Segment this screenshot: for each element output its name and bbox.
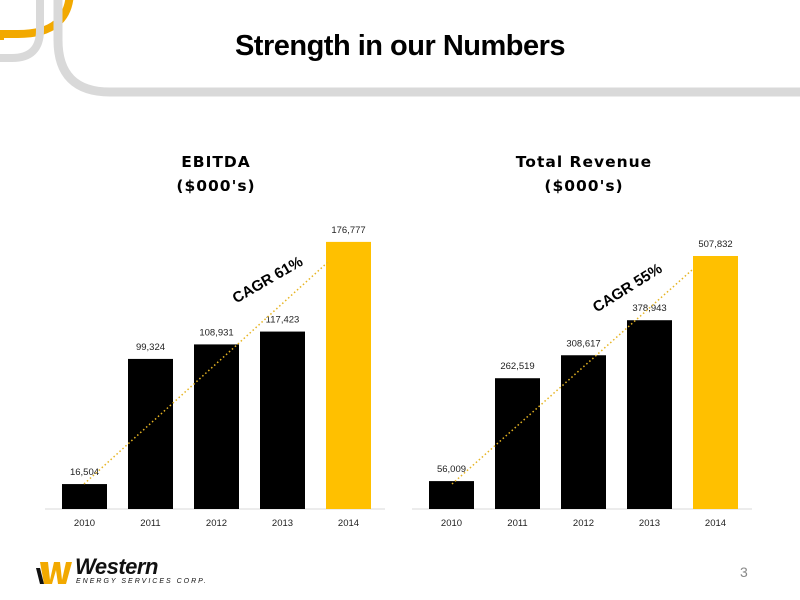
ebitda-value-label-2011: 99,324 [136,342,165,353]
revenue-x-tick-2011: 2011 [507,518,527,529]
revenue-value-label-2010: 56,009 [437,464,466,475]
ebitda-bar-2012 [194,344,239,509]
ebitda-bar-2013 [260,331,305,509]
revenue-value-label-2014: 507,832 [698,239,732,250]
ebitda-value-label-2013: 117,423 [266,315,300,326]
revenue-title-line1: Total Revenue [515,153,653,171]
ebitda-value-label-2014: 176,777 [331,225,365,236]
ebitda-title-line2: ($000's) [176,177,256,195]
ebitda-title-line1: EBITDA [181,153,251,171]
frame-arc-main [53,0,800,97]
ebitda-cagr-trend-line [83,261,329,485]
ebitda-bar-2014 [326,241,371,509]
revenue-bar-2011 [495,378,540,509]
ebitda-x-tick-2013: 2013 [272,518,293,529]
revenue-bar-2010 [429,481,474,509]
ebitda-value-label-2010: 16,504 [70,467,99,478]
ebitda-x-tick-2014: 2014 [338,518,359,529]
ebitda-x-tick-2011: 2011 [140,518,160,529]
revenue-chart-title: Total Revenue ($000's) [484,150,684,198]
page-number: 3 [740,564,748,580]
ebitda-bar-2011 [128,358,173,509]
frame-arc-small [0,0,44,62]
ebitda-bar-2010 [62,484,107,509]
ebitda-x-tick-2012: 2012 [206,518,227,529]
revenue-x-tick-2010: 2010 [441,518,462,529]
logo-name: Western [75,554,158,579]
revenue-cagr-trend-line [451,269,693,485]
revenue-x-tick-2012: 2012 [573,518,594,529]
ebitda-x-tick-2010: 2010 [74,518,95,529]
revenue-value-label-2012: 308,617 [566,338,600,349]
revenue-x-tick-2013: 2013 [639,518,660,529]
ebitda-value-label-2012: 108,931 [199,327,233,338]
revenue-title-line2: ($000's) [544,177,624,195]
revenue-value-label-2011: 262,519 [500,361,534,372]
revenue-bar-2014 [693,256,738,509]
ebitda-chart-title: EBITDA ($000's) [116,150,316,198]
revenue-bar-2013 [627,320,672,509]
logo-subtitle: ENERGY SERVICES CORP. [76,578,208,585]
revenue-x-tick-2014: 2014 [705,518,726,529]
revenue-bar-2012 [561,355,606,509]
page-title: Strength in our Numbers [234,30,566,62]
